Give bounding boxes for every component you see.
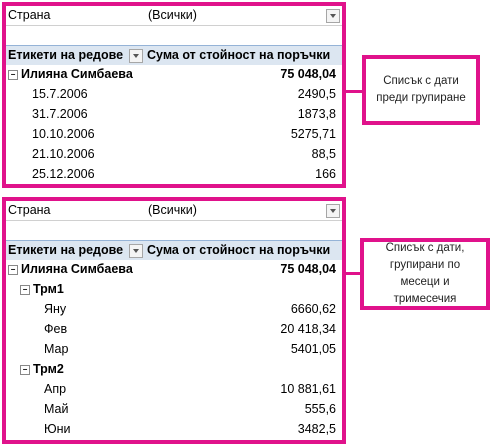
month-label: Апр bbox=[44, 382, 67, 396]
group-row: − Илияна Симбаева 75 048,04 bbox=[6, 65, 342, 84]
row-value: 166 bbox=[315, 167, 336, 181]
month-row: Апр 10 881,61 bbox=[6, 380, 342, 399]
header-row: Етикети на редове Сума от стойност на пор… bbox=[6, 45, 342, 65]
month-value: 6660,62 bbox=[290, 302, 336, 316]
group-label: − Илияна Симбаева bbox=[8, 260, 133, 279]
quarter-label: − Трм2 bbox=[20, 360, 64, 379]
data-row: 25.12.2006 166 bbox=[6, 165, 342, 184]
month-value: 555,6 bbox=[304, 402, 336, 416]
row-label: 21.10.2006 bbox=[32, 147, 95, 161]
row-filter-dropdown[interactable] bbox=[129, 49, 143, 63]
callout: Списък с дати преди групиране bbox=[362, 55, 480, 125]
value-header: Сума от стойност на поръчки bbox=[147, 243, 331, 257]
filter-dropdown[interactable] bbox=[326, 204, 340, 218]
month-row: Май 555,6 bbox=[6, 400, 342, 419]
month-value: 3482,5 bbox=[297, 422, 336, 436]
row-value: 1873,8 bbox=[297, 107, 336, 121]
quarter-name: Трм2 bbox=[33, 362, 64, 376]
row-label: 25.12.2006 bbox=[32, 167, 95, 181]
row-label: 10.10.2006 bbox=[32, 127, 95, 141]
callout: Списък с дати, групирани по месеци и три… bbox=[360, 238, 490, 310]
month-value: 5401,05 bbox=[290, 342, 336, 356]
month-value: 20 418,34 bbox=[280, 322, 336, 336]
quarter-row: − Трм2 bbox=[6, 360, 342, 379]
pivot-table: Страна (Всички) Етикети на редове Сума от с… bbox=[2, 197, 346, 444]
filter-value: (Всички) bbox=[148, 8, 197, 22]
row-label: 31.7.2006 bbox=[32, 107, 88, 121]
month-label: Яну bbox=[44, 302, 67, 316]
month-label: Май bbox=[44, 402, 69, 416]
filter-label: Страна bbox=[8, 203, 51, 217]
group-total: 75 048,04 bbox=[280, 262, 336, 276]
group-name: Илияна Симбаева bbox=[21, 262, 133, 276]
filter-row: Страна (Всички) bbox=[6, 201, 342, 221]
month-label: Юни bbox=[44, 422, 71, 436]
filter-row: Страна (Всички) bbox=[6, 6, 342, 26]
group-label: − Илияна Симбаева bbox=[8, 65, 133, 84]
value-header: Сума от стойност на поръчки bbox=[147, 48, 331, 62]
row-value: 5275,71 bbox=[290, 127, 336, 141]
collapse-toggle[interactable]: − bbox=[20, 285, 30, 295]
filter-dropdown[interactable] bbox=[326, 9, 340, 23]
month-row: Юни 3482,5 bbox=[6, 420, 342, 439]
quarter-label: − Трм1 bbox=[20, 280, 64, 299]
collapse-toggle[interactable]: − bbox=[8, 70, 18, 80]
pivot-table: Страна (Всички) Етикети на редове Сума от с… bbox=[2, 2, 346, 188]
row-label: 15.7.2006 bbox=[32, 87, 88, 101]
filter-value: (Всички) bbox=[148, 203, 197, 217]
data-row: 15.7.2006 2490,5 bbox=[6, 85, 342, 104]
row-value: 2490,5 bbox=[297, 87, 336, 101]
quarter-name: Трм1 bbox=[33, 282, 64, 296]
data-row: 10.10.2006 5275,71 bbox=[6, 125, 342, 144]
data-row: 21.10.2006 88,5 bbox=[6, 145, 342, 164]
collapse-toggle[interactable]: − bbox=[20, 365, 30, 375]
group-row: − Илияна Симбаева 75 048,04 bbox=[6, 260, 342, 279]
filter-label: Страна bbox=[8, 8, 51, 22]
group-total: 75 048,04 bbox=[280, 67, 336, 81]
header-row: Етикети на редове Сума от стойност на пор… bbox=[6, 240, 342, 260]
data-row: 31.7.2006 1873,8 bbox=[6, 105, 342, 124]
month-row: Яну 6660,62 bbox=[6, 300, 342, 319]
group-name: Илияна Симбаева bbox=[21, 67, 133, 81]
row-header: Етикети на редове bbox=[8, 48, 124, 62]
row-value: 88,5 bbox=[311, 147, 336, 161]
connector bbox=[345, 272, 363, 275]
month-row: Мар 5401,05 bbox=[6, 340, 342, 359]
month-label: Мар bbox=[44, 342, 69, 356]
connector bbox=[345, 90, 363, 93]
month-row: Фев 20 418,34 bbox=[6, 320, 342, 339]
row-header: Етикети на редове bbox=[8, 243, 124, 257]
month-label: Фев bbox=[44, 322, 68, 336]
collapse-toggle[interactable]: − bbox=[8, 265, 18, 275]
row-filter-dropdown[interactable] bbox=[129, 244, 143, 258]
month-value: 10 881,61 bbox=[280, 382, 336, 396]
quarter-row: − Трм1 bbox=[6, 280, 342, 299]
